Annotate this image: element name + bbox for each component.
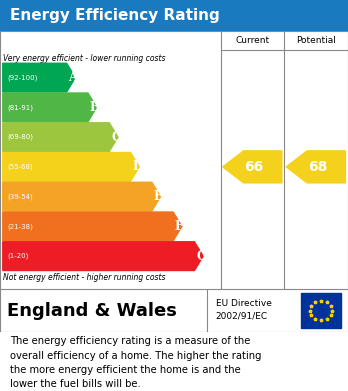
Text: Potential: Potential bbox=[296, 36, 336, 45]
Text: A: A bbox=[69, 71, 78, 84]
Bar bbox=[301, 293, 341, 328]
Polygon shape bbox=[3, 63, 76, 92]
Text: E: E bbox=[153, 190, 163, 203]
Text: (92-100): (92-100) bbox=[7, 74, 37, 81]
Text: F: F bbox=[175, 220, 183, 233]
Polygon shape bbox=[3, 242, 203, 271]
Text: (39-54): (39-54) bbox=[7, 194, 33, 200]
Text: (81-91): (81-91) bbox=[7, 104, 33, 111]
Text: B: B bbox=[90, 101, 100, 114]
Text: (21-38): (21-38) bbox=[7, 223, 33, 230]
Polygon shape bbox=[3, 182, 160, 211]
Polygon shape bbox=[3, 152, 139, 181]
Text: (55-68): (55-68) bbox=[7, 163, 33, 170]
Polygon shape bbox=[3, 93, 97, 122]
Text: Energy Efficiency Rating: Energy Efficiency Rating bbox=[10, 8, 220, 23]
Text: (1-20): (1-20) bbox=[7, 253, 28, 259]
Polygon shape bbox=[286, 151, 345, 183]
Polygon shape bbox=[3, 123, 118, 151]
Text: C: C bbox=[111, 131, 120, 143]
Text: (69-80): (69-80) bbox=[7, 134, 33, 140]
Bar bbox=[221, 31, 348, 50]
Text: D: D bbox=[132, 160, 143, 173]
Text: G: G bbox=[196, 249, 206, 263]
Polygon shape bbox=[223, 151, 282, 183]
Text: EU Directive
2002/91/EC: EU Directive 2002/91/EC bbox=[216, 299, 272, 321]
Text: Very energy efficient - lower running costs: Very energy efficient - lower running co… bbox=[3, 54, 166, 63]
Text: England & Wales: England & Wales bbox=[7, 301, 177, 319]
Text: 66: 66 bbox=[244, 160, 264, 174]
Text: The energy efficiency rating is a measure of the
overall efficiency of a home. T: The energy efficiency rating is a measur… bbox=[10, 336, 262, 389]
Text: Current: Current bbox=[235, 36, 269, 45]
Text: 68: 68 bbox=[308, 160, 327, 174]
Text: Not energy efficient - higher running costs: Not energy efficient - higher running co… bbox=[3, 273, 166, 282]
Polygon shape bbox=[3, 212, 182, 241]
